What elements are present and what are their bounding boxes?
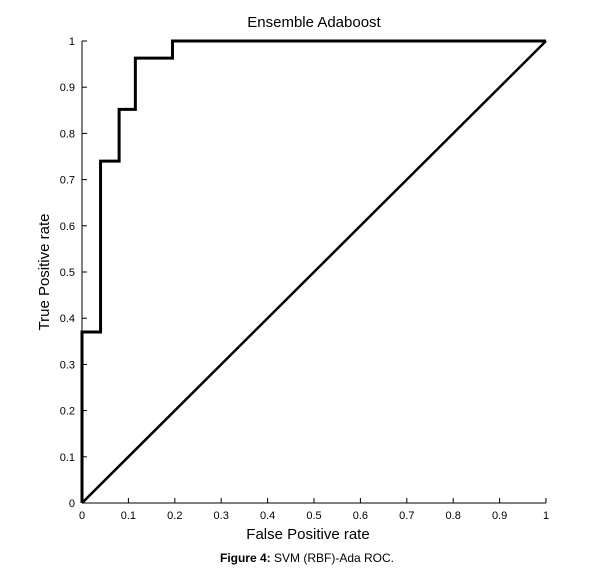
y-tick-label: 0.9 <box>60 82 75 94</box>
y-tick-label: 0 <box>69 498 75 510</box>
x-tick-label: 0.9 <box>492 510 507 522</box>
x-tick-label: 0.1 <box>121 510 136 522</box>
y-tick-label: 0.5 <box>60 267 75 279</box>
x-tick-label: 0.6 <box>353 510 368 522</box>
y-tick-label: 0.7 <box>60 175 75 187</box>
x-axis-label: False Positive rate <box>246 526 369 543</box>
caption-label: Figure 4: <box>219 551 271 565</box>
x-tick-label: 0.7 <box>399 510 414 522</box>
roc-curve-line <box>80 39 546 503</box>
diagonal-reference-line <box>81 40 547 504</box>
axes: 0 0.1 0.2 0.3 0.4 0.5 0.6 0.7 0.8 0.9 1 0 0.1 0.2 0.3 0… <box>60 36 549 522</box>
y-tick-label: 0.8 <box>60 128 75 140</box>
x-tick-label: 0.3 <box>214 510 229 522</box>
figure-caption: Figure 4: SVM (RBF)-Ada ROC. <box>0 551 614 565</box>
x-tick-label: 0 <box>79 510 85 522</box>
y-tick-label: 0.6 <box>60 221 75 233</box>
x-tick-label: 0.8 <box>446 510 461 522</box>
x-tick-label: 0.5 <box>306 510 321 522</box>
y-tick-label: 0.2 <box>60 406 75 418</box>
y-tick-label: 1 <box>69 36 75 48</box>
y-tick-label: 0.1 <box>60 452 75 464</box>
y-axis-label: True Positive rate <box>36 214 53 331</box>
x-tick-label: 1 <box>543 510 549 522</box>
y-tick-label: 0.4 <box>60 313 75 325</box>
chart-title: Ensemble Adaboost <box>247 14 381 31</box>
x-tick-label: 0.4 <box>260 510 275 522</box>
caption-text: SVM (RBF)-Ada ROC. <box>270 551 395 565</box>
series-layer <box>80 39 547 504</box>
x-tick-label: 0.2 <box>167 510 182 522</box>
y-tick-label: 0.3 <box>60 359 75 371</box>
